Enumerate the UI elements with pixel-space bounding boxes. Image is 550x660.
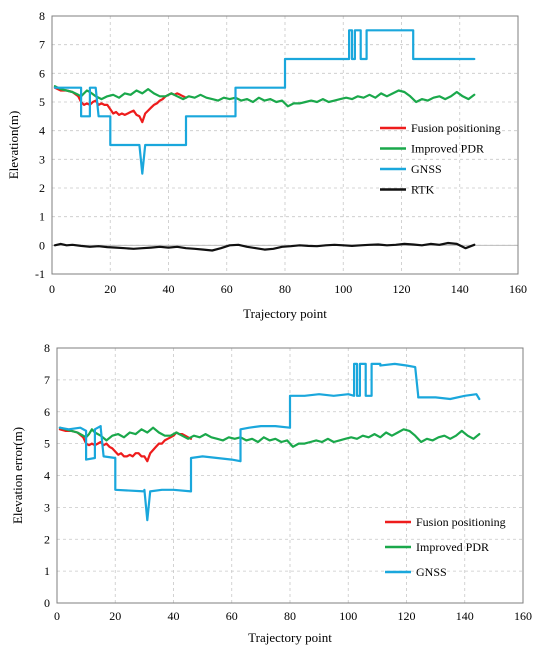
- x-tick-label: 0: [49, 282, 55, 296]
- series-line-gnss: [58, 362, 481, 522]
- x-tick-label: 60: [221, 282, 233, 296]
- plot-frame: [56, 347, 524, 604]
- x-tick-label: 60: [226, 609, 238, 623]
- x-tick-label: 80: [279, 282, 291, 296]
- y-tick-label: 1: [44, 564, 50, 578]
- legend: Fusion positioning Improved PDR GNSS: [385, 515, 506, 579]
- y-axis-label: Elevation error(m): [10, 427, 25, 524]
- plot-frame: [51, 15, 519, 275]
- series-line-improved-pdr: [58, 426, 481, 448]
- y-tick-label: 3: [39, 152, 45, 166]
- legend-label-fusion-positioning: Fusion positioning: [416, 515, 506, 529]
- gridlines: [57, 348, 523, 603]
- y-tick-label: 4: [39, 124, 45, 138]
- legend-label-gnss: GNSS: [411, 162, 442, 176]
- y-tick-label: 7: [44, 373, 50, 387]
- x-tick-label: 100: [334, 282, 352, 296]
- y-tick-label: 1: [39, 210, 45, 224]
- y-tick-label: 0: [44, 596, 50, 610]
- y-tick-label: -1: [35, 267, 45, 281]
- legend-label-rtk: RTK: [411, 183, 435, 197]
- y-tick-label: 8: [44, 341, 50, 355]
- x-tick-label: 140: [456, 609, 474, 623]
- y-tick-label: 2: [39, 181, 45, 195]
- y-tick-label: 8: [39, 9, 45, 23]
- legend-label-improved-pdr: Improved PDR: [411, 142, 484, 156]
- series-line-fusion-positioning: [58, 428, 193, 463]
- y-tick-label: 6: [44, 405, 50, 419]
- x-tick-label: 40: [163, 282, 175, 296]
- x-tick-label: 20: [104, 282, 116, 296]
- series-line-gnss: [53, 29, 476, 175]
- series-line-improved-pdr: [53, 85, 476, 108]
- x-tick-label: 100: [339, 609, 357, 623]
- x-tick-label: 0: [54, 609, 60, 623]
- x-tick-label: 40: [168, 609, 180, 623]
- x-tick-label: 120: [398, 609, 416, 623]
- x-tick-label: 20: [109, 609, 121, 623]
- legend-label-fusion-positioning: Fusion positioning: [411, 121, 501, 135]
- y-tick-label: 3: [44, 500, 50, 514]
- legend: Fusion positioning Improved PDR GNSS RTK: [380, 121, 501, 197]
- series-line-rtk: [53, 241, 476, 252]
- y-tick-label: 5: [44, 437, 50, 451]
- y-tick-label: 5: [39, 95, 45, 109]
- legend-label-gnss: GNSS: [416, 565, 447, 579]
- y-tick-label: 4: [44, 469, 50, 483]
- y-axis-label: Elevation(m): [6, 111, 21, 180]
- x-axis-label: Trajectory point: [248, 630, 332, 645]
- y-tick-label: 7: [39, 38, 45, 52]
- y-tick-label: 6: [39, 66, 45, 80]
- x-tick-label: 80: [284, 609, 296, 623]
- x-tick-label: 160: [514, 609, 532, 623]
- x-axis-label: Trajectory point: [243, 306, 327, 321]
- x-tick-label: 160: [509, 282, 527, 296]
- x-tick-label: 140: [451, 282, 469, 296]
- x-tick-label: 120: [393, 282, 411, 296]
- legend-label-improved-pdr: Improved PDR: [416, 540, 489, 554]
- y-tick-label: 0: [39, 238, 45, 252]
- y-tick-label: 2: [44, 532, 50, 546]
